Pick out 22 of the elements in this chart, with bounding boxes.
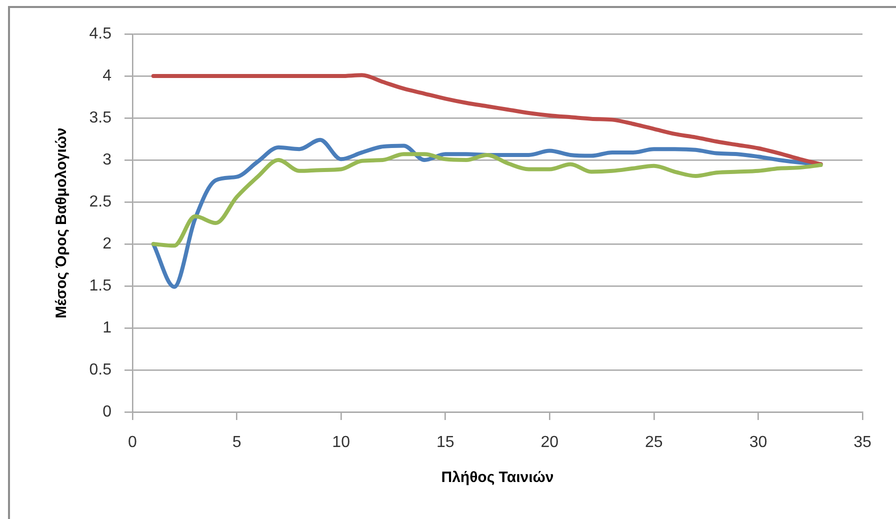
x-tick-label: 20 xyxy=(540,434,559,452)
y-tick-label: 4.5 xyxy=(89,25,112,42)
line-series xyxy=(151,152,823,248)
x-tick-label: 25 xyxy=(645,434,663,452)
y-tick-label: 3.5 xyxy=(89,109,112,126)
line-series xyxy=(151,73,823,166)
y-tick-label: 1 xyxy=(102,319,112,336)
y-axis-title: Μέσος Όρος Βαθμολογιών xyxy=(53,128,70,318)
y-tick-label: 1.5 xyxy=(89,277,112,294)
x-tick-label: 5 xyxy=(232,434,242,452)
x-tick-label: 15 xyxy=(436,434,454,452)
x-tick-label: 0 xyxy=(128,434,138,452)
y-tick-label: 0.5 xyxy=(89,361,112,378)
y-tick-label: 0 xyxy=(102,403,112,420)
y-tick-label: 4 xyxy=(102,67,112,84)
y-tick-label: 2 xyxy=(102,235,112,252)
x-tick-label: 30 xyxy=(749,434,768,452)
x-tick-label: 35 xyxy=(854,434,872,452)
x-tick-label: 10 xyxy=(332,434,350,452)
y-tick-label: 2.5 xyxy=(89,193,112,210)
x-axis-title: Πλήθος Ταινιών xyxy=(441,469,554,486)
y-tick-label: 3 xyxy=(102,151,112,168)
